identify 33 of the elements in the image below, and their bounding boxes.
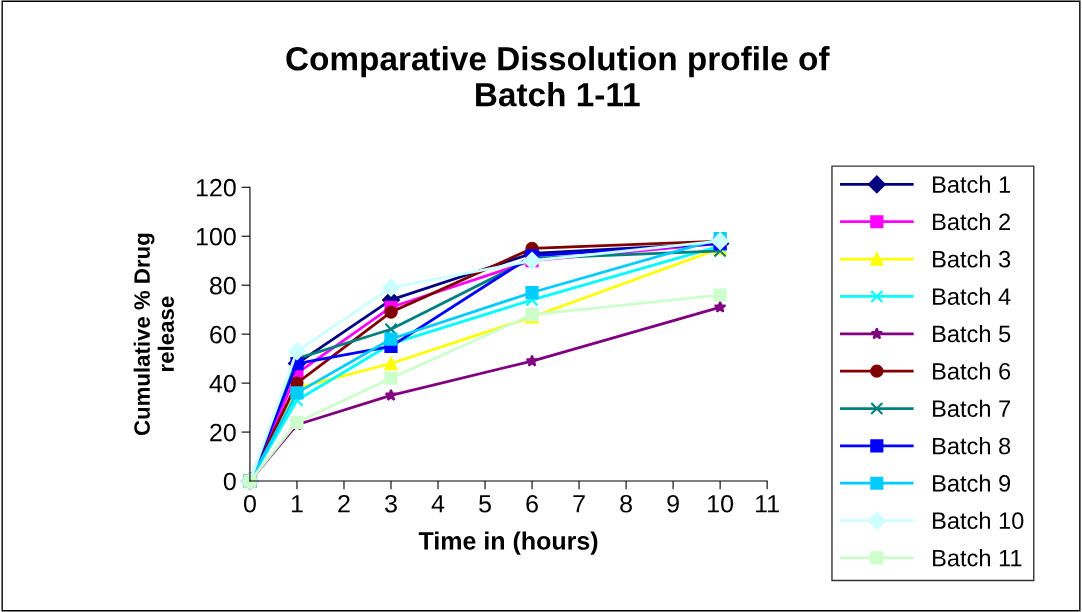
legend-label: Batch 7 xyxy=(933,399,1011,418)
x-tick-label: 7 xyxy=(573,495,585,513)
legend-label: Batch 8 xyxy=(933,437,1011,455)
legend-label: Batch 4 xyxy=(933,287,1011,305)
x-tick-label: 2 xyxy=(338,494,350,513)
y-tick-label: 120 xyxy=(196,178,236,197)
legend-label: Batch 11 xyxy=(933,549,1022,567)
x-tick-label: 5 xyxy=(479,495,491,513)
legend-label: Batch 2 xyxy=(933,212,1011,231)
legend-label: Batch 3 xyxy=(933,250,1011,268)
y-axis-title: Cumulative % Drug release xyxy=(133,233,174,436)
legend-label: Batch 1 xyxy=(933,175,1011,193)
x-tick-label: 8 xyxy=(620,494,632,513)
x-tick-label: 4 xyxy=(431,495,445,513)
x-tick-label: 6 xyxy=(526,494,538,513)
y-tick-label: 0 xyxy=(223,472,236,491)
legend-label: Batch 9 xyxy=(933,474,1011,492)
x-tick-label: 10 xyxy=(708,494,734,513)
chart-title: Comparative Dissolution profile of Batch 1-11 xyxy=(286,46,830,107)
x-tick-label: 9 xyxy=(667,494,679,513)
y-tick-label: 20 xyxy=(210,423,236,442)
x-tick-label: 3 xyxy=(385,494,397,513)
x-tick-label: 11 xyxy=(756,495,779,513)
x-axis-title: Time in (hours) xyxy=(418,531,598,555)
x-tick-label: 0 xyxy=(243,494,256,513)
legend-label: Batch 10 xyxy=(933,511,1024,530)
y-tick-label: 60 xyxy=(210,325,236,344)
y-tick-label: 100 xyxy=(196,227,236,246)
legend-label: Batch 5 xyxy=(933,324,1011,343)
x-tick-label: 1 xyxy=(291,495,303,513)
y-tick-label: 80 xyxy=(210,276,236,295)
legend-label: Batch 6 xyxy=(933,362,1011,380)
y-tick-label: 40 xyxy=(209,374,236,393)
